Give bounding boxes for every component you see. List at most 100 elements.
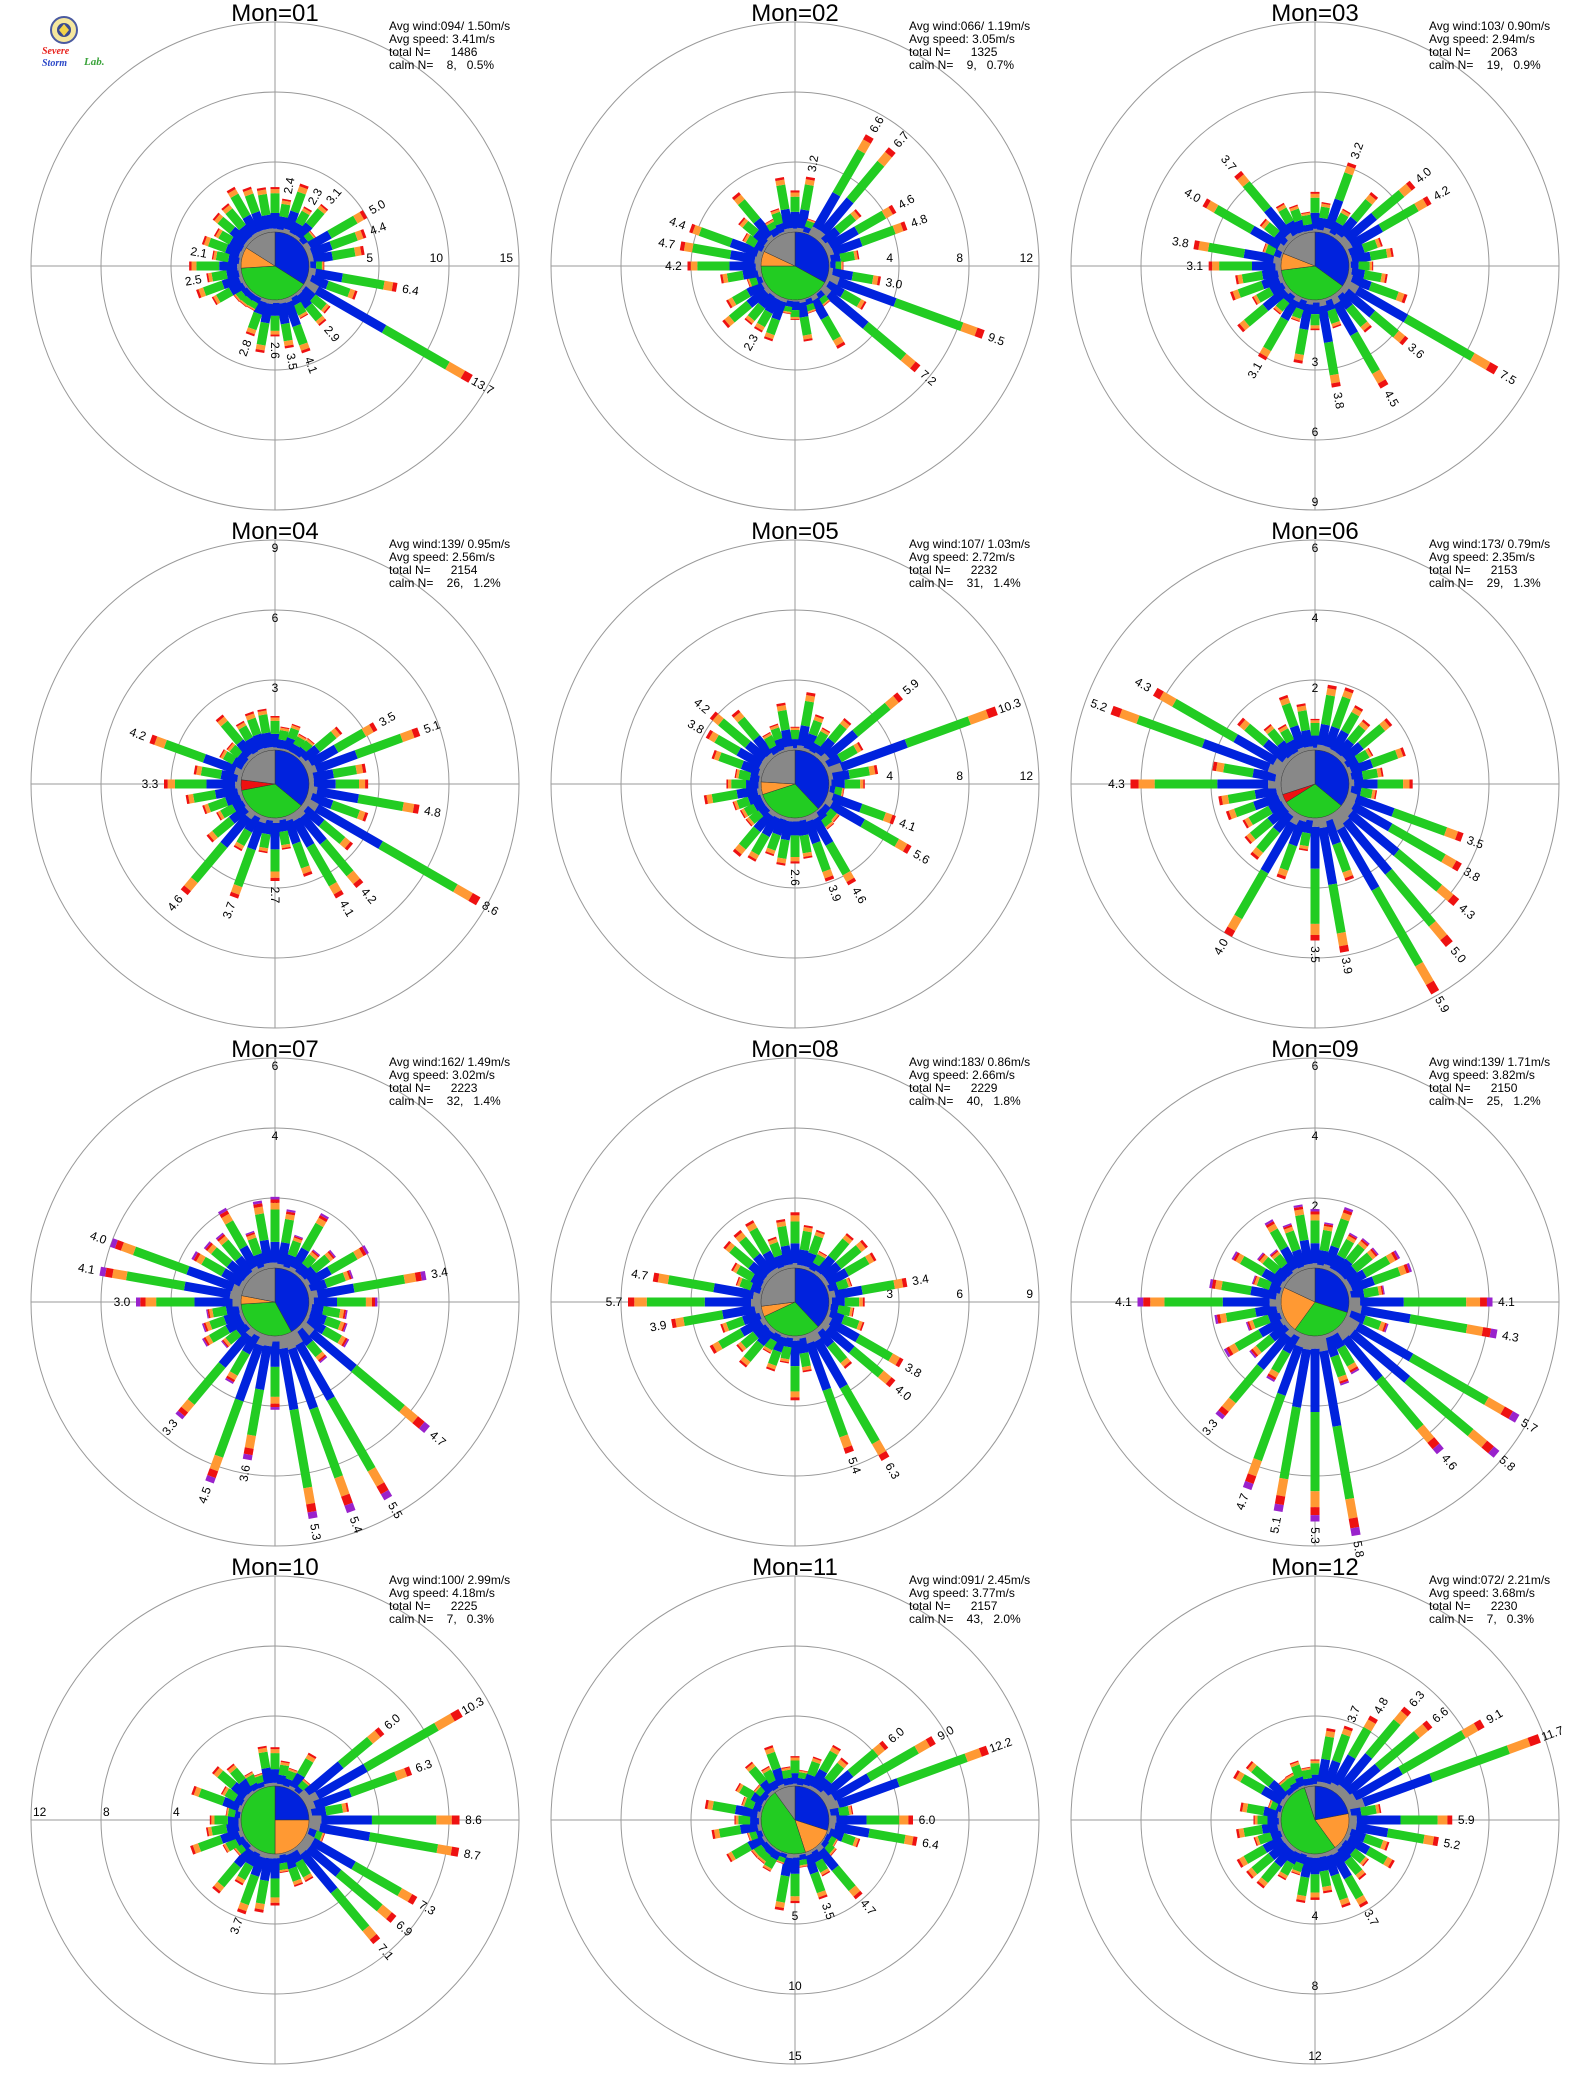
wind-bar-segment — [705, 729, 714, 740]
wind-bar-segment — [760, 1789, 771, 1801]
wind-bar-segment — [761, 1766, 771, 1774]
wind-bar-segment — [434, 1713, 455, 1731]
wind-bar-segment — [1348, 1233, 1357, 1241]
wind-bar-segment — [829, 1303, 839, 1314]
wind-bar-segment — [812, 1253, 826, 1267]
wind-bar-segment — [819, 1750, 838, 1774]
wind-bar-segment — [827, 1341, 848, 1364]
wind-bar-segment — [323, 305, 331, 314]
wind-bar-segment — [818, 1250, 828, 1257]
wind-bar-segment — [840, 1757, 849, 1765]
wind-bar-segment — [1336, 216, 1358, 240]
wind-bar-segment — [186, 1266, 235, 1292]
wind-bar-segment — [838, 1806, 850, 1817]
wind-bar-segment — [725, 1316, 745, 1331]
wind-bar-segment — [1259, 1254, 1269, 1264]
wind-bar-segment — [1275, 772, 1283, 783]
wind-bar-segment — [1325, 1730, 1336, 1738]
wind-bar-segment — [326, 1396, 376, 1472]
wind-bar-segment — [244, 711, 255, 717]
bar-value-label: 6.0 — [885, 1724, 907, 1746]
wind-bar-segment — [288, 1329, 303, 1346]
wind-bar-segment — [245, 1773, 259, 1787]
wind-bar-segment — [217, 1770, 237, 1789]
wind-bar-segment — [305, 303, 323, 322]
wind-bar-segment — [772, 1767, 787, 1787]
wind-bar-segment — [304, 1876, 314, 1883]
wind-bar-segment — [1324, 341, 1339, 376]
wind-bar-segment — [771, 1266, 782, 1275]
wind-bar-segment — [212, 1885, 221, 1894]
wind-bar-segment — [751, 1849, 760, 1858]
bar-value-label: 4.3 — [1501, 1328, 1520, 1345]
bar-value-label: 6.0 — [381, 1711, 403, 1733]
wind-bar-segment — [804, 220, 816, 230]
wind-bar-segment — [241, 1797, 248, 1807]
wind-bar-segment — [309, 1251, 319, 1260]
wind-bar-segment — [1277, 791, 1285, 802]
bar-value-label: 3.1 — [1245, 359, 1266, 381]
wind-bar-segment — [718, 752, 744, 770]
wind-bar-segment — [736, 1277, 743, 1287]
bar-value-label: 3.8 — [1461, 864, 1483, 885]
wind-bar-segment — [1249, 225, 1282, 250]
wind-bar-segment — [353, 211, 365, 224]
wind-bar-segment — [815, 737, 835, 758]
wind-bar-segment — [259, 1857, 273, 1882]
wind-bar-segment — [309, 274, 329, 290]
wind-bar-segment — [1345, 1284, 1354, 1295]
bar-value-label: 3.5 — [1465, 833, 1486, 852]
wind-bar-segment — [1271, 1251, 1281, 1260]
wind-bar-segment — [780, 1245, 793, 1266]
wind-bar-segment — [1328, 1267, 1338, 1275]
wind-bar-segment — [1253, 294, 1261, 305]
wind-bar-segment — [728, 1851, 736, 1862]
wind-bar-segment — [1218, 795, 1223, 806]
wind-bar-segment — [324, 1272, 346, 1288]
wind-bar-segment — [749, 771, 761, 783]
wind-bar-segment — [825, 762, 843, 777]
bar-value-label: 4.4 — [667, 214, 688, 233]
wind-bar-segment — [303, 1778, 311, 1786]
stats-block: Avg wind:066/ 1.19m/s Avg speed: 3.05m/s t… — [909, 20, 1030, 72]
bar-value-label: 6.3 — [1406, 1688, 1428, 1710]
wind-bar-segment — [303, 1486, 315, 1505]
wind-bar-segment — [1269, 1322, 1290, 1342]
wind-bar-segment — [810, 297, 829, 320]
wind-bar-segment — [1322, 1263, 1333, 1272]
wind-bar-segment — [252, 1847, 262, 1855]
speed-class-pie-slice — [760, 265, 826, 301]
wind-bar-segment — [221, 1268, 244, 1287]
wind-bar-segment — [1295, 1214, 1309, 1242]
wind-bar-segment — [1342, 797, 1356, 810]
wind-bar-segment — [1378, 1321, 1386, 1332]
wind-bar-segment — [235, 1343, 264, 1402]
wind-bar-segment — [1360, 1239, 1369, 1247]
wind-bar-segment — [777, 1782, 788, 1790]
bar-value-label: 3.7 — [1344, 1704, 1363, 1725]
wind-bar-segment — [1298, 1265, 1308, 1272]
wind-bar-segment — [1241, 270, 1264, 284]
wind-bar-segment — [1343, 1207, 1354, 1213]
wind-bar-segment — [1316, 1852, 1326, 1858]
wind-bar-segment — [295, 222, 313, 241]
wind-bar-segment — [1227, 790, 1257, 804]
wind-bar-segment — [1318, 206, 1330, 220]
wind-bar-segment — [300, 740, 313, 753]
wind-bar-segment — [1338, 755, 1348, 766]
wind-bar-segment — [257, 1747, 268, 1754]
wind-bar-segment — [221, 203, 230, 211]
wind-bar-segment — [746, 1222, 758, 1233]
wind-bar-segment — [1198, 241, 1210, 252]
wind-bar-segment — [1256, 287, 1274, 303]
wind-bar-segment — [726, 299, 733, 309]
wind-bar-segment — [225, 244, 242, 258]
wind-bar-segment — [1332, 841, 1351, 873]
wind-bar-segment — [1254, 1836, 1261, 1846]
wind-bar-segment — [253, 1206, 264, 1215]
wind-bar-segment — [827, 1318, 860, 1343]
windrose-panel: 4 8 12 6.0 10.3 6.3 8.6 8.7 7.3 6.9 7.1 3.7 Mon=10 Av… — [15, 1554, 535, 2076]
wind-bar-segment — [1304, 746, 1314, 752]
wind-bar-segment — [809, 1849, 823, 1864]
wind-bar-segment — [298, 1789, 311, 1802]
